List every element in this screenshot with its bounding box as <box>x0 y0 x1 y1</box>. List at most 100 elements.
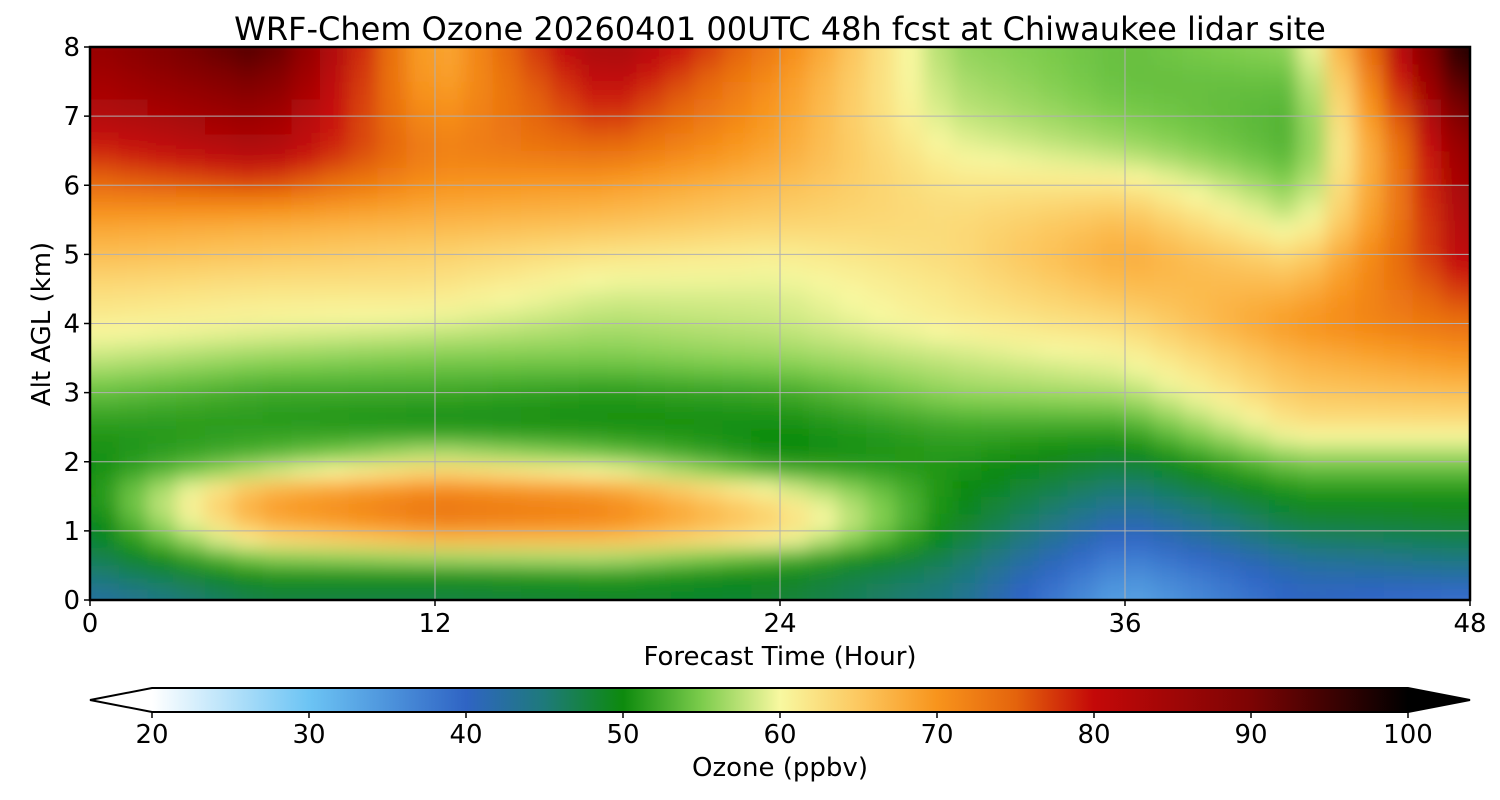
heatmap-cell <box>1038 530 1069 549</box>
heatmap-cell <box>780 237 810 255</box>
heatmap-cell <box>1211 409 1241 428</box>
heatmap-cell <box>1182 64 1212 83</box>
heatmap-cell <box>1441 496 1470 515</box>
heatmap-cell <box>1010 513 1040 532</box>
heatmap-cell <box>665 306 695 325</box>
heatmap-cell <box>118 409 149 428</box>
heatmap-cell <box>693 64 724 83</box>
heatmap-cell <box>233 548 264 567</box>
heatmap-cell <box>579 600 608 618</box>
heatmap-cell <box>1326 392 1356 411</box>
heatmap-cell <box>233 288 264 307</box>
heatmap-cell <box>693 167 724 186</box>
heatmap-cell <box>1010 461 1040 480</box>
heatmap-cell <box>1010 565 1040 584</box>
heatmap-cell <box>1297 340 1327 359</box>
heatmap-cell <box>1470 237 1499 255</box>
heatmap-cell <box>808 167 839 186</box>
heatmap-cell <box>607 288 637 307</box>
heatmap-cell <box>636 323 666 342</box>
heatmap-cell <box>262 444 292 463</box>
heatmap-cell <box>952 513 982 532</box>
heatmap-cell <box>1470 444 1499 462</box>
heatmap-cell <box>90 116 120 135</box>
heatmap-cell <box>923 323 954 342</box>
heatmap-cell <box>981 288 1011 307</box>
heatmap-cell <box>521 565 551 584</box>
heatmap-cell <box>780 202 810 221</box>
heatmap-cell <box>1153 185 1184 204</box>
heatmap-cell <box>866 392 896 411</box>
heatmap-cell <box>636 306 666 325</box>
heatmap-cell <box>923 565 954 584</box>
heatmap-cell <box>1182 427 1212 446</box>
heatmap-cell <box>320 64 350 83</box>
heatmap-cell <box>1125 444 1155 463</box>
heatmap-cell <box>1326 133 1356 152</box>
heatmap-cell <box>118 444 149 463</box>
heatmap-cell <box>952 81 982 100</box>
heatmap-cell <box>1297 461 1327 480</box>
heatmap-cell <box>808 582 839 600</box>
heatmap-cell <box>262 375 292 394</box>
heatmap-cell <box>693 582 724 600</box>
heatmap-cell <box>1096 116 1126 135</box>
heatmap-cell <box>406 306 436 325</box>
heatmap-cell <box>981 237 1011 255</box>
heatmap-cell <box>233 582 264 600</box>
heatmap-cell <box>90 150 120 169</box>
heatmap-cell <box>694 600 723 618</box>
heatmap-cell <box>751 116 781 135</box>
heatmap-cell <box>1412 254 1442 273</box>
heatmap-cell <box>923 513 954 532</box>
heatmap-cell <box>866 409 896 428</box>
heatmap-cell <box>866 150 896 169</box>
heatmap-cell <box>923 47 954 65</box>
heatmap-cell <box>205 340 235 359</box>
heatmap-cell <box>1355 479 1385 497</box>
heatmap-cell <box>1383 340 1414 359</box>
heatmap-cell <box>233 409 264 428</box>
heatmap-cell <box>837 237 867 255</box>
heatmap-cell <box>866 98 896 117</box>
heatmap-cell <box>636 444 666 463</box>
heatmap-cell <box>262 513 292 532</box>
heatmap-cell <box>521 427 551 446</box>
heatmap-cell <box>866 375 896 394</box>
heatmap-cell <box>981 444 1011 463</box>
heatmap-cell <box>895 513 925 532</box>
heatmap-cell <box>636 375 666 394</box>
heatmap-cell <box>780 513 810 532</box>
heatmap-cell <box>1268 219 1299 238</box>
heatmap-cell <box>1268 288 1299 307</box>
heatmap-cell <box>90 496 120 515</box>
heatmap-cell <box>1182 185 1212 204</box>
heatmap-cell <box>1010 427 1040 446</box>
heatmap-cell <box>1240 600 1269 618</box>
heatmap-cell <box>1240 323 1270 342</box>
heatmap-cell <box>1010 582 1040 600</box>
heatmap-cell <box>1240 167 1270 186</box>
heatmap-cell <box>981 150 1011 169</box>
heatmap-cell <box>578 185 609 204</box>
heatmap-cell <box>1010 271 1040 290</box>
heatmap-cell <box>205 582 235 600</box>
heatmap-cell <box>435 565 465 584</box>
heatmap-cell <box>923 358 954 376</box>
heatmap-cell <box>463 116 494 135</box>
heatmap-cell <box>665 271 695 290</box>
heatmap-cell <box>952 98 982 117</box>
heatmap-cell <box>981 358 1011 376</box>
heatmap-cell <box>1240 427 1270 446</box>
heatmap-cell <box>291 375 321 394</box>
heatmap-cell <box>233 237 264 255</box>
heatmap-cell <box>233 81 264 100</box>
heatmap-cell <box>1268 427 1299 446</box>
heatmap-cell <box>406 548 436 567</box>
heatmap-cell <box>1355 64 1385 83</box>
heatmap-cell <box>320 496 350 515</box>
heatmap-cell <box>118 375 149 394</box>
heatmap-cell <box>1326 167 1356 186</box>
heatmap-cell <box>780 288 810 307</box>
